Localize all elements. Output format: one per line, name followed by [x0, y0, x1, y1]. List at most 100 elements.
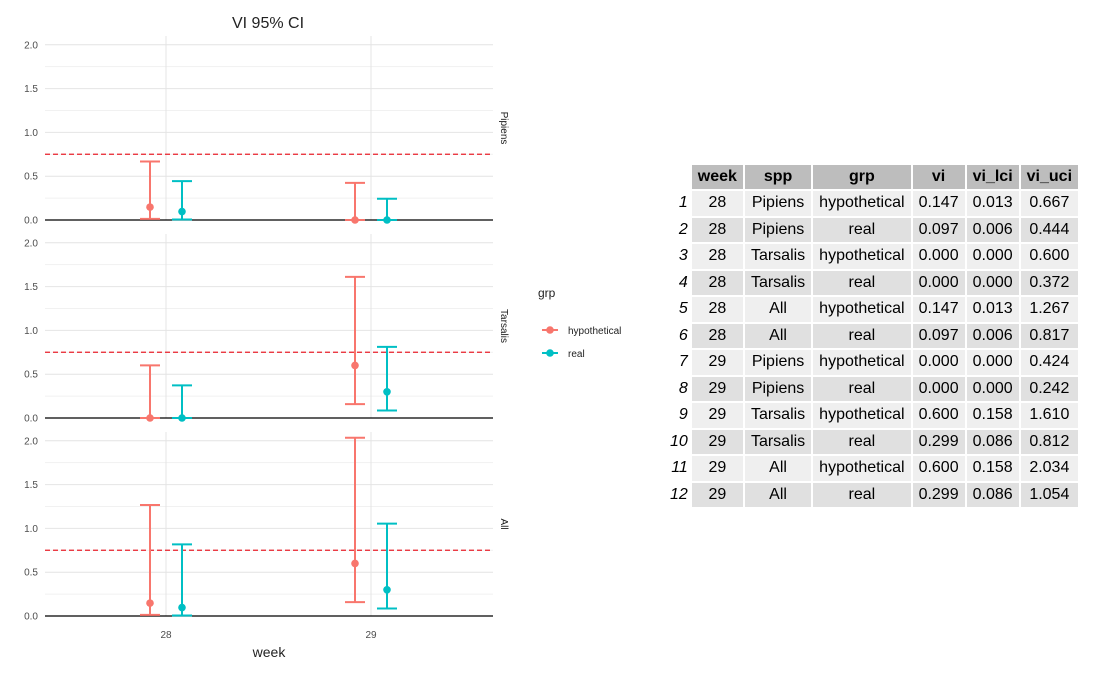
table-cell: Pipiens: [744, 350, 812, 375]
table-row: 10 29 Tarsalis real 0.299 0.086 0.812: [670, 429, 1079, 454]
table-row: 11 29 All hypothetical 0.600 0.158 2.034: [670, 456, 1079, 481]
table-cell: real: [813, 482, 911, 507]
table-cell: 0.812: [1020, 429, 1079, 454]
table-cell: 1.054: [1020, 482, 1079, 507]
table-cell: 0.158: [966, 403, 1019, 428]
table-cell: 0.086: [966, 482, 1019, 507]
data-table: week spp grp vi vi_lci vi_uci 1 28 Pipiens hypot…: [668, 163, 1080, 509]
table-cell: 1.610: [1020, 403, 1079, 428]
legend-key-point: [546, 326, 554, 334]
data-point: [383, 216, 391, 224]
row-number-header: [670, 165, 690, 189]
table-cell: 0.372: [1020, 270, 1079, 295]
table-cell: 0.600: [912, 456, 965, 481]
y-tick-label: 0.5: [24, 172, 38, 183]
table-cell: 0.097: [912, 323, 965, 348]
table-cell: 29: [691, 429, 743, 454]
table-cell: real: [813, 217, 911, 242]
table-cell: hypothetical: [813, 191, 911, 216]
table-cell: 0.299: [912, 482, 965, 507]
y-tick-label: 1.5: [24, 282, 38, 293]
table-cell: Pipiens: [744, 217, 812, 242]
table-header-row: week spp grp vi vi_lci vi_uci: [670, 165, 1079, 189]
table-row: 6 28 All real 0.097 0.006 0.817: [670, 323, 1079, 348]
table-cell: hypothetical: [813, 297, 911, 322]
data-point: [178, 603, 186, 612]
y-tick-label: 2.0: [24, 436, 38, 447]
table-cell: Tarsalis: [744, 244, 812, 269]
table-cell: 0.424: [1020, 350, 1079, 375]
table-cell: All: [744, 482, 812, 507]
row-number: 1: [678, 194, 688, 212]
row-number: 8: [678, 379, 688, 397]
table-cell: real: [813, 323, 911, 348]
y-tick-label: 1.5: [24, 480, 38, 491]
y-tick-label: 0.5: [24, 568, 38, 579]
table-cell: 29: [691, 403, 743, 428]
column-header: vi_lci: [966, 165, 1019, 189]
row-number: 7: [678, 353, 688, 371]
table-cell: 0.013: [966, 297, 1019, 322]
table-cell: 28: [691, 191, 743, 216]
table-cell: 0.000: [966, 244, 1019, 269]
facet-label: All: [498, 518, 509, 529]
column-header: spp: [744, 165, 812, 189]
table-cell: 0.000: [912, 244, 965, 269]
data-point: [146, 414, 154, 422]
table-cell: 0.000: [912, 350, 965, 375]
table-cell: 1.267: [1020, 297, 1079, 322]
table-cell: 0.600: [1020, 244, 1079, 269]
data-point: [383, 388, 391, 396]
row-number: 12: [670, 485, 688, 503]
table-cell: 28: [691, 323, 743, 348]
table-row: 5 28 All hypothetical 0.147 0.013 1.267: [670, 297, 1079, 322]
table-cell: 2.034: [1020, 456, 1079, 481]
table-cell: hypothetical: [813, 403, 911, 428]
table-cell: 29: [691, 482, 743, 507]
data-point: [351, 361, 359, 370]
data-point: [178, 414, 186, 422]
table-cell: Pipiens: [744, 191, 812, 216]
table-cell: 0.158: [966, 456, 1019, 481]
legend-key-point: [546, 349, 554, 357]
table-cell: 28: [691, 270, 743, 295]
table-row: 3 28 Tarsalis hypothetical 0.000 0.000 0.600: [670, 244, 1079, 269]
y-tick-label: 2.0: [24, 40, 38, 51]
data-point: [146, 599, 154, 607]
table-cell: 0.667: [1020, 191, 1079, 216]
legend-title: grp: [538, 286, 556, 300]
table-cell: 29: [691, 456, 743, 481]
table-row: 7 29 Pipiens hypothetical 0.000 0.000 0.424: [670, 350, 1079, 375]
table-cell: 0.444: [1020, 217, 1079, 242]
table-cell: 0.000: [966, 350, 1019, 375]
y-tick-label: 0.0: [24, 612, 38, 623]
table-cell: 0.000: [912, 376, 965, 401]
table-cell: 0.097: [912, 217, 965, 242]
table-cell: Tarsalis: [744, 403, 812, 428]
table-cell: Tarsalis: [744, 429, 812, 454]
table-cell: 29: [691, 350, 743, 375]
x-tick-label: 28: [160, 630, 172, 641]
data-point: [351, 559, 359, 568]
table-row: 2 28 Pipiens real 0.097 0.006 0.444: [670, 217, 1079, 242]
table-cell: hypothetical: [813, 456, 911, 481]
table-cell: 0.242: [1020, 376, 1079, 401]
table-cell: 0.000: [912, 270, 965, 295]
chart-title: VI 95% CI: [232, 15, 304, 32]
table-body: 1 28 Pipiens hypothetical 0.147 0.013 0.667 2 28…: [670, 191, 1079, 507]
row-number: 10: [670, 432, 688, 450]
y-tick-label: 0.5: [24, 370, 38, 381]
table-cell: 28: [691, 297, 743, 322]
table-cell: 0.147: [912, 191, 965, 216]
row-number: 11: [671, 459, 688, 477]
table-cell: real: [813, 429, 911, 454]
facet-label: Tarsalis: [498, 309, 509, 343]
table-cell: Pipiens: [744, 376, 812, 401]
table-cell: 0.000: [966, 270, 1019, 295]
table-cell: All: [744, 297, 812, 322]
legend-label: real: [568, 349, 585, 360]
data-point: [351, 216, 359, 224]
table-row: 9 29 Tarsalis hypothetical 0.600 0.158 1.610: [670, 403, 1079, 428]
table-row: 4 28 Tarsalis real 0.000 0.000 0.372: [670, 270, 1079, 295]
table-row: 1 28 Pipiens hypothetical 0.147 0.013 0.667: [670, 191, 1079, 216]
